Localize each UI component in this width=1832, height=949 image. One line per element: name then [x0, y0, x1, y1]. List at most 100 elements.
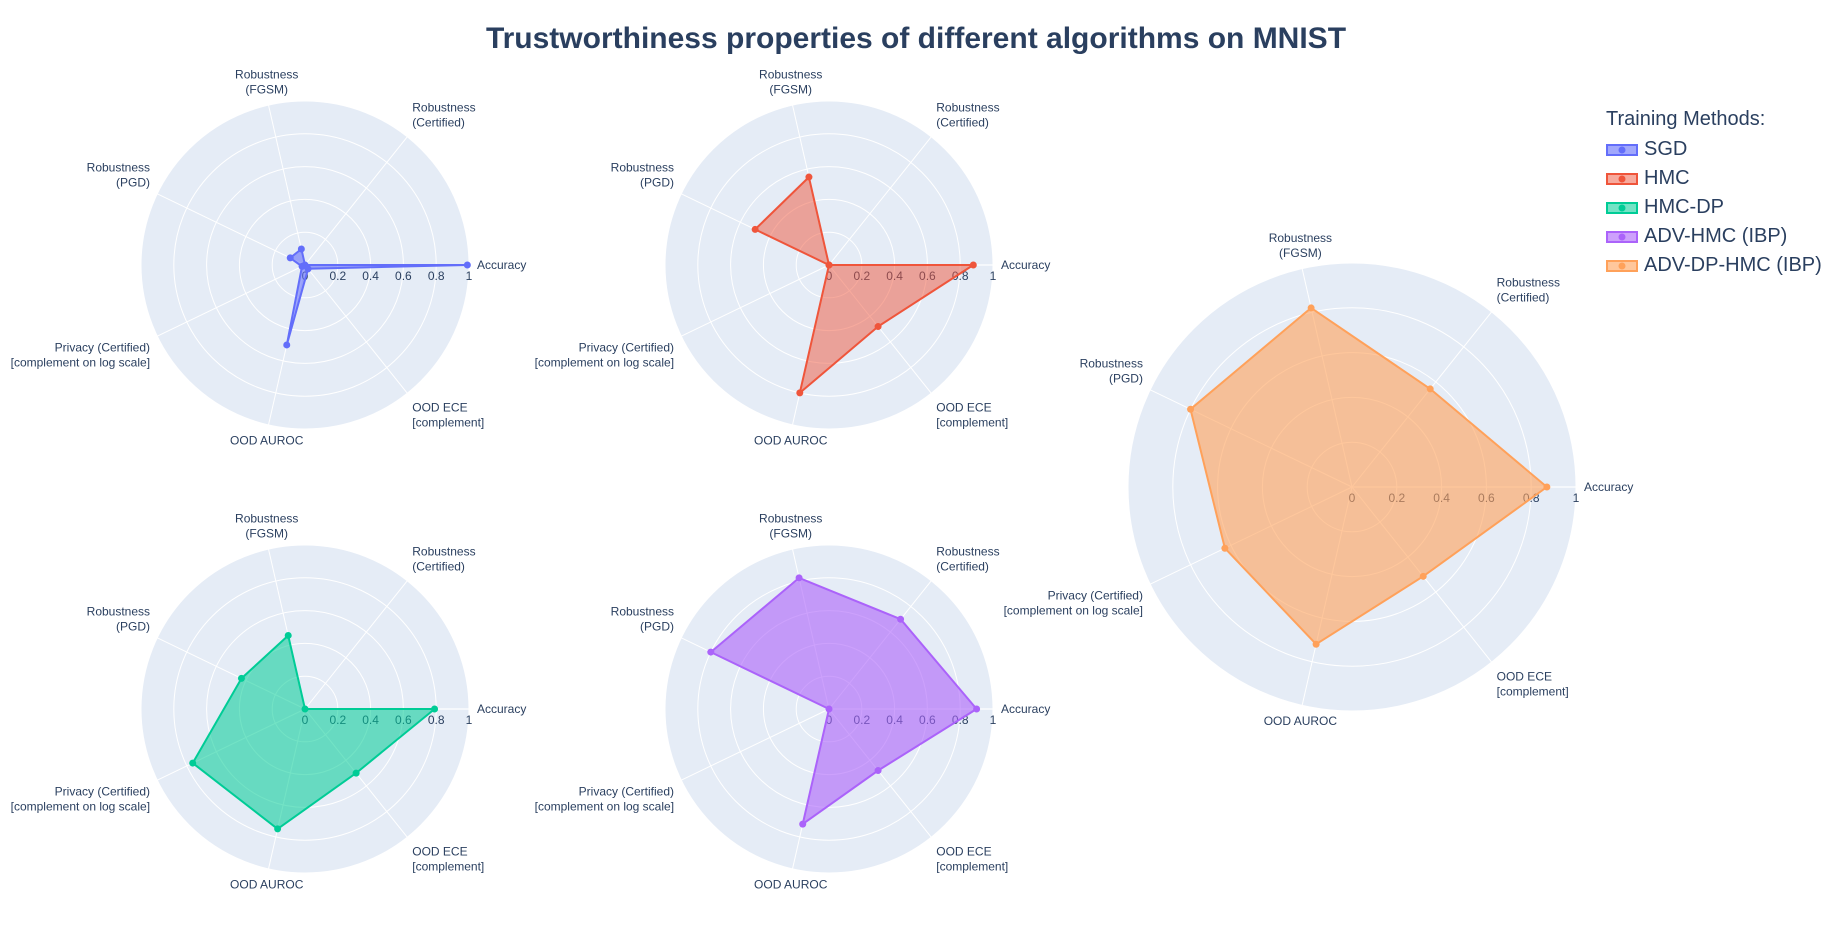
axis-label: Robustness [936, 101, 999, 115]
radial-tick-label: 0.8 [428, 713, 445, 727]
axis-label: Robustness [1497, 276, 1560, 290]
axis-label: (Certified) [412, 116, 465, 130]
data-point [463, 261, 471, 269]
legend-label: HMC [1644, 167, 1690, 189]
data-point [897, 615, 905, 623]
axis-label: Robustness [611, 160, 674, 174]
axis-spoke [157, 193, 306, 266]
axis-label: Accuracy [1001, 702, 1050, 716]
axis-label: (FGSM) [245, 526, 288, 540]
legend-swatch [1606, 259, 1638, 272]
axis-label: Accuracy [477, 258, 526, 272]
radial-tick-label: 0.4 [362, 269, 379, 283]
radial-tick-label: 0.8 [428, 269, 445, 283]
data-point [707, 648, 715, 656]
radar-subplot-adv-hmc-ibp-: 00.20.40.60.81AccuracyRobustness(Certifi… [535, 511, 1051, 891]
axis-label: OOD AUROC [754, 434, 828, 448]
data-point [795, 574, 803, 582]
legend-swatch [1606, 201, 1638, 214]
legend-swatch [1606, 143, 1638, 156]
radial-tick-label: 1 [466, 713, 473, 727]
data-point [825, 261, 833, 269]
axis-label: [complement] [936, 859, 1008, 873]
axis-label: [complement] [936, 415, 1008, 429]
data-point [352, 769, 360, 777]
axis-label: (Certified) [412, 560, 465, 574]
axis-label: Robustness [1269, 231, 1332, 245]
data-point [304, 265, 312, 273]
radar-subplot-hmc: 00.20.40.60.81AccuracyRobustness(Certifi… [535, 67, 1051, 447]
data-point [237, 674, 245, 682]
data-point [1307, 304, 1315, 312]
axis-spoke [681, 264, 830, 337]
data-point [1419, 572, 1427, 580]
data-point [751, 225, 759, 233]
data-point [297, 245, 305, 253]
axis-label: Robustness [759, 511, 822, 525]
chart-title: Trustworthiness properties of different … [485, 22, 1347, 55]
axis-label: Accuracy [477, 702, 526, 716]
axis-label: [complement] [412, 859, 484, 873]
legend-label: SGD [1644, 138, 1688, 160]
data-point [825, 705, 833, 713]
axis-label: Privacy (Certified) [55, 341, 150, 355]
radial-tick-label: 1 [990, 713, 997, 727]
legend-title: Training Methods: [1606, 108, 1766, 130]
radar-subplot-adv-dp-hmc-ibp-: 00.20.40.60.81AccuracyRobustness(Certifi… [1004, 231, 1634, 728]
axis-label: (PGD) [640, 175, 674, 189]
legend-swatch [1606, 230, 1638, 243]
data-point [796, 389, 804, 397]
legend-item[interactable]: HMC [1606, 164, 1822, 193]
axis-label: Privacy (Certified) [55, 785, 150, 799]
axis-label: (Certified) [1497, 291, 1550, 305]
data-point [286, 254, 294, 262]
legend-swatch [1606, 172, 1638, 185]
legend-label: ADV-DP-HMC (IBP) [1644, 254, 1822, 276]
legend-item[interactable]: HMC-DP [1606, 193, 1822, 222]
radar-subplot-hmc-dp: 00.20.40.60.81AccuracyRobustness(Certifi… [11, 511, 527, 891]
axis-label: Robustness [759, 67, 822, 81]
data-point [189, 759, 197, 767]
axis-label: [complement on log scale] [535, 800, 674, 814]
series-polygon [754, 176, 975, 394]
axis-spoke [681, 708, 830, 781]
data-point [283, 341, 291, 349]
axis-label: [complement on log scale] [11, 800, 150, 814]
data-point [973, 705, 981, 713]
axis-label: Robustness [412, 545, 475, 559]
axis-spoke [304, 264, 408, 394]
axis-label: (FGSM) [1279, 246, 1322, 260]
axis-label: (PGD) [640, 619, 674, 633]
data-point [431, 705, 439, 713]
axis-label: OOD ECE [936, 844, 991, 858]
axis-label: Robustness [611, 604, 674, 618]
axis-label: Robustness [936, 545, 999, 559]
axis-label: OOD AUROC [230, 878, 304, 892]
axis-spoke [157, 264, 306, 337]
axis-label: Robustness [1080, 356, 1143, 370]
data-point [284, 631, 292, 639]
data-point [301, 705, 309, 713]
axis-label: (PGD) [116, 619, 150, 633]
axis-label: Robustness [235, 511, 298, 525]
axis-spoke [828, 136, 932, 266]
axis-label: [complement on log scale] [1004, 604, 1143, 618]
legend-label: ADV-HMC (IBP) [1644, 225, 1788, 247]
axis-label: [complement on log scale] [11, 356, 150, 370]
axis-label: Robustness [235, 67, 298, 81]
legend-item[interactable]: SGD [1606, 135, 1822, 164]
axis-spoke [304, 136, 408, 266]
series-polygon [1189, 306, 1548, 646]
legend-item[interactable]: ADV-HMC (IBP) [1606, 222, 1822, 251]
axis-label: (FGSM) [769, 526, 812, 540]
data-point [874, 323, 882, 331]
axis-label: Accuracy [1584, 480, 1633, 494]
axis-label: OOD AUROC [1264, 714, 1338, 728]
legend-item[interactable]: ADV-DP-HMC (IBP) [1606, 251, 1822, 280]
axis-label: OOD AUROC [230, 434, 304, 448]
data-point [1221, 544, 1229, 552]
legend-label: HMC-DP [1644, 196, 1724, 218]
data-point [969, 261, 977, 269]
axis-label: [complement] [412, 415, 484, 429]
radial-tick-label: 1 [1573, 491, 1580, 505]
